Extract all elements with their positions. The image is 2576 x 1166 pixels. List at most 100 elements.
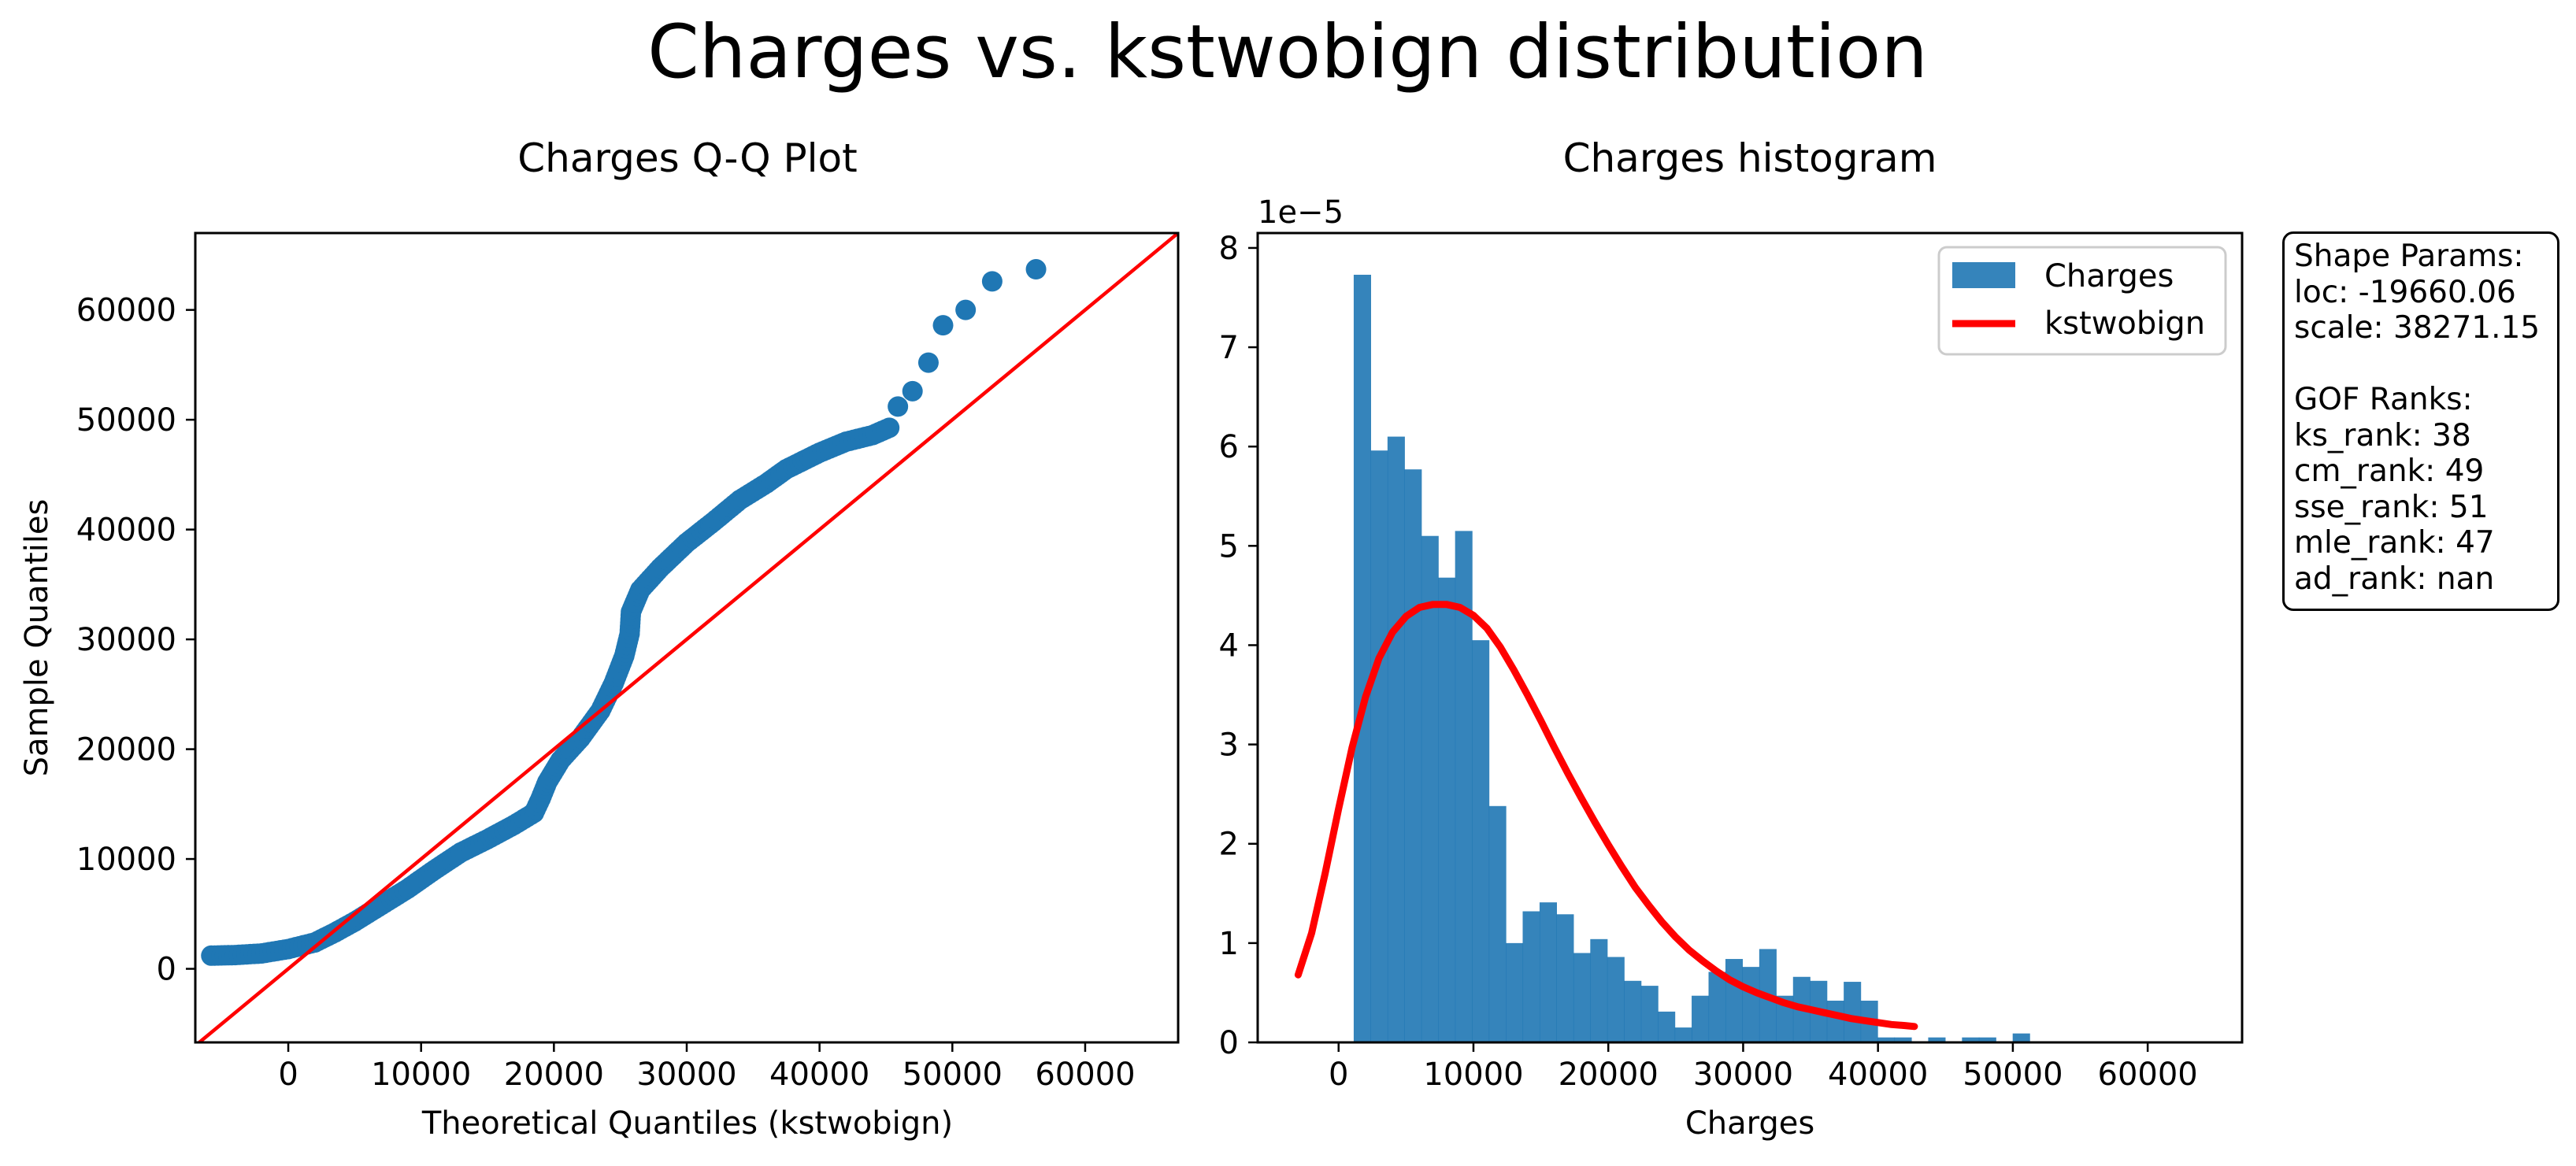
qq-x-tick-label: 0: [278, 1057, 298, 1093]
qq-point: [955, 299, 977, 320]
histogram-bar: [1590, 938, 1608, 1042]
qq-y-axis: 0 10000 20000 30000 40000 50000 60000: [76, 293, 195, 988]
histogram-y-offset-label: 1e−5: [1258, 194, 1344, 231]
histogram-title: Charges histogram: [1563, 135, 1937, 181]
histogram-axes-frame: [1256, 231, 2244, 1044]
histogram-bars: [1353, 274, 2030, 1042]
histogram-bar: [1725, 959, 1744, 1042]
histogram-y-tick-label: 1: [1219, 926, 1239, 962]
histogram-x-tick-label: 10000: [1423, 1057, 1523, 1093]
info-line-loc: loc: -19660.06: [2294, 274, 2516, 310]
qq-reference-line: [196, 233, 1178, 1042]
qq-y-tick-label: 40000: [76, 513, 176, 549]
histogram-legend: Charges kstwobign: [1937, 246, 2227, 356]
histogram-bar: [1438, 577, 1456, 1042]
histogram-bar: [1640, 986, 1659, 1042]
info-line-shape-params: Shape Params:: [2294, 239, 2524, 274]
histogram-bar: [1387, 436, 1405, 1042]
qq-y-tick-label: 20000: [76, 732, 176, 768]
histogram-x-tick-label: 40000: [1828, 1057, 1928, 1093]
histogram-y-tick-label: 7: [1219, 330, 1239, 366]
histogram-x-tick-label: 0: [1329, 1057, 1348, 1093]
qq-axes-frame: [194, 231, 1180, 1044]
info-line-scale: scale: 38271.15: [2294, 310, 2541, 346]
histogram-bar: [1708, 972, 1726, 1042]
histogram-bar: [1573, 953, 1591, 1042]
histogram-x-tick-label: 20000: [1559, 1057, 1659, 1093]
histogram-y-tick-label: 0: [1219, 1025, 1239, 1061]
qq-y-tick-label: 0: [157, 952, 176, 988]
histogram-bar: [1742, 967, 1760, 1042]
histogram-x-axis-label: Charges: [1685, 1105, 1814, 1142]
qq-point: [917, 352, 939, 373]
qq-y-tick-label: 50000: [76, 402, 176, 439]
histogram-bar: [1658, 1011, 1676, 1042]
histogram-x-tick-label: 30000: [1693, 1057, 1793, 1093]
histogram-y-tick-label: 5: [1219, 528, 1239, 564]
qq-x-tick-label: 20000: [504, 1057, 604, 1093]
kstwobign-fit-line: [1294, 601, 1918, 1031]
histogram-bar: [1877, 1037, 1896, 1042]
qq-x-tick-label: 60000: [1035, 1057, 1135, 1093]
info-line-cm-rank: cm_rank: 49: [2294, 453, 2485, 489]
histogram-y-tick-label: 8: [1219, 231, 1239, 267]
qq-point: [888, 396, 909, 417]
histogram-bar: [1928, 1037, 1946, 1042]
histogram-bar: [2012, 1033, 2030, 1042]
info-line-gof-ranks: GOF Ranks:: [2294, 382, 2473, 417]
qq-y-tick-label: 60000: [76, 293, 176, 329]
histogram-y-tick-label: 4: [1219, 627, 1239, 664]
qq-x-axis-label: Theoretical Quantiles (kstwobign): [421, 1105, 953, 1142]
legend-kstwobign-label: kstwobign: [2044, 305, 2205, 342]
qq-y-axis-label: Sample Quantiles: [19, 499, 55, 777]
info-line-blank: [2294, 346, 2557, 383]
legend-charges-swatch: [1952, 262, 2015, 288]
histogram-bar: [1556, 914, 1574, 1042]
qq-y-tick-label: 30000: [76, 622, 176, 658]
histogram-bar: [1488, 805, 1507, 1042]
histogram-bar: [1844, 982, 1862, 1042]
qq-plot-title: Charges Q-Q Plot: [517, 135, 857, 181]
histogram-y-tick-label: 3: [1219, 727, 1239, 764]
info-line-mle-rank: mle_rank: 47: [2294, 525, 2495, 561]
qq-point: [932, 315, 954, 336]
histogram-y-tick-label: 6: [1219, 429, 1239, 465]
histogram-bar: [1894, 1037, 1912, 1042]
qq-x-tick-label: 50000: [903, 1057, 1003, 1093]
histogram-bar: [1353, 274, 1371, 1042]
histogram-bar: [1522, 911, 1540, 1042]
figure-title: Charges vs. kstwobign distribution: [647, 9, 1928, 95]
histogram-x-tick-label: 60000: [2098, 1057, 2198, 1093]
qq-plot-panel: Charges Q-Q Plot 0 10000 20000 30000 40000 50…: [19, 135, 1180, 1142]
histogram-bar: [1624, 980, 1642, 1042]
kstwobign-fit-curve: [1294, 601, 1918, 1031]
histogram-y-axis: 0 1 2 3 4 5 6 7 8: [1219, 231, 1258, 1061]
histogram-bar: [1539, 902, 1558, 1042]
info-line-ad-rank: ad_rank: nan: [2294, 561, 2495, 597]
shape-params-box: Shape Params: loc: -19660.06 scale: 3827…: [2282, 231, 2559, 611]
histogram-bar: [1472, 640, 1490, 1042]
histogram-y-tick-label: 2: [1219, 827, 1239, 863]
histogram-bar: [1370, 450, 1388, 1042]
qq-point: [879, 417, 900, 439]
legend-charges-label: Charges: [2044, 258, 2174, 294]
histogram-x-axis: 0 10000 20000 30000 40000 50000 60000: [1329, 1042, 2198, 1093]
histogram-x-tick-label: 50000: [1963, 1057, 2063, 1093]
qq-x-tick-label: 40000: [769, 1057, 869, 1093]
info-line-sse-rank: sse_rank: 51: [2294, 489, 2489, 525]
histogram-bar: [1978, 1037, 1996, 1042]
histogram-bar: [1421, 535, 1439, 1042]
qq-point: [1025, 259, 1047, 280]
qq-point: [902, 380, 923, 402]
histogram-bar: [1607, 957, 1625, 1042]
histogram-bar: [1404, 469, 1422, 1042]
qq-x-axis: 0 10000 20000 30000 40000 50000 60000: [278, 1042, 1136, 1093]
histogram-bar: [1962, 1037, 1980, 1042]
histogram-bar: [1455, 531, 1473, 1042]
qq-plot-area: [196, 233, 1178, 1042]
qq-x-tick-label: 10000: [371, 1057, 471, 1093]
histogram-bar: [1506, 942, 1524, 1042]
histogram-bar: [1674, 1027, 1692, 1042]
info-line-ks-rank: ks_rank: 38: [2294, 417, 2471, 453]
